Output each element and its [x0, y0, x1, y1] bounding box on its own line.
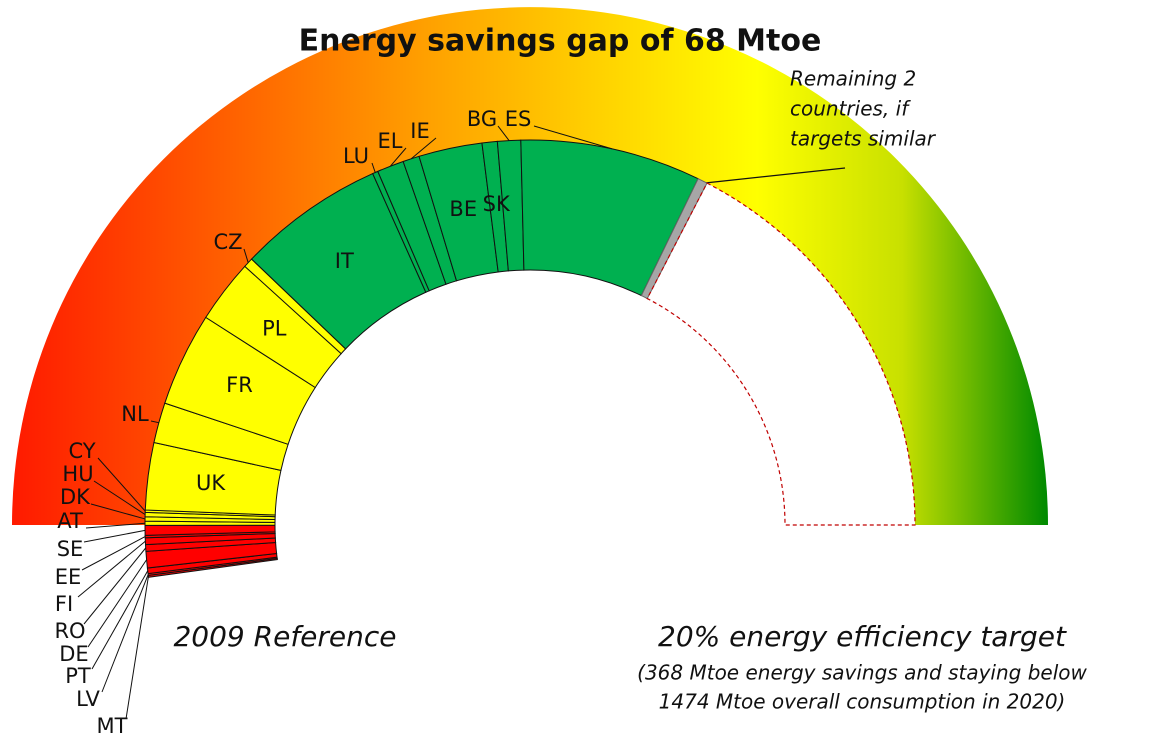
leader-line: [87, 559, 147, 648]
left-label: 2009 Reference: [173, 620, 396, 653]
segment-label: DK: [60, 485, 91, 509]
leader-line: [101, 574, 149, 693]
segment-label: NL: [121, 402, 149, 426]
segment-label: ES: [505, 107, 532, 131]
segment-label: LU: [343, 144, 369, 168]
leader-line: [91, 570, 149, 670]
remaining-label: Remaining 2: [790, 67, 916, 91]
leader-line: [125, 576, 149, 720]
segment-label: CY: [68, 439, 95, 463]
chart-title: Energy savings gap of 68 Mtoe: [299, 24, 822, 59]
segment-label: PL: [262, 316, 287, 340]
leader-line: [390, 147, 407, 167]
segment-label: RO: [54, 619, 85, 643]
right-note: 1474 Mtoe overall consumption in 2020): [659, 690, 1066, 714]
leader-line: [243, 248, 249, 263]
segment-label: BG: [467, 107, 497, 131]
leader-line: [533, 125, 612, 150]
segment-label: EL: [378, 129, 403, 153]
segment-label: LV: [76, 687, 100, 711]
gap-segment: [646, 182, 916, 526]
segment-label: BE: [449, 197, 477, 221]
segment-label: IE: [410, 119, 429, 143]
leader-line: [81, 536, 146, 571]
remaining-leader: [704, 167, 846, 184]
segment-label: UK: [196, 471, 226, 495]
leader-line: [410, 137, 437, 160]
segment-label: PT: [65, 664, 91, 688]
leader-line: [371, 162, 376, 173]
segment-label: MT: [97, 714, 128, 738]
remaining-label: targets similar: [790, 127, 937, 151]
leader-line: [497, 125, 510, 141]
segment-label: HU: [62, 462, 93, 486]
segment-label: SK: [483, 192, 511, 216]
leader-line: [93, 480, 146, 516]
leader-line: [83, 529, 146, 543]
leader-line: [85, 522, 146, 529]
leader-line: [97, 457, 146, 512]
segment-label: EE: [55, 565, 82, 589]
segment-label: SE: [57, 537, 84, 561]
right-note: (368 Mtoe energy savings and staying bel…: [637, 661, 1087, 685]
segment-label: CZ: [213, 230, 242, 254]
leader-line: [77, 540, 146, 598]
segment-label: FR: [226, 373, 253, 397]
leader-line: [90, 503, 146, 520]
segment-label: IT: [335, 249, 354, 273]
segment-label: FI: [55, 592, 73, 616]
leader-line: [83, 547, 147, 625]
target-band: [12, 7, 1048, 526]
remaining-label: countries, if: [790, 97, 911, 121]
right-label: 20% energy efficiency target: [658, 620, 1067, 653]
segment-label: DE: [59, 642, 88, 666]
segment-label: AT: [57, 509, 83, 533]
leader-line: [150, 420, 159, 424]
